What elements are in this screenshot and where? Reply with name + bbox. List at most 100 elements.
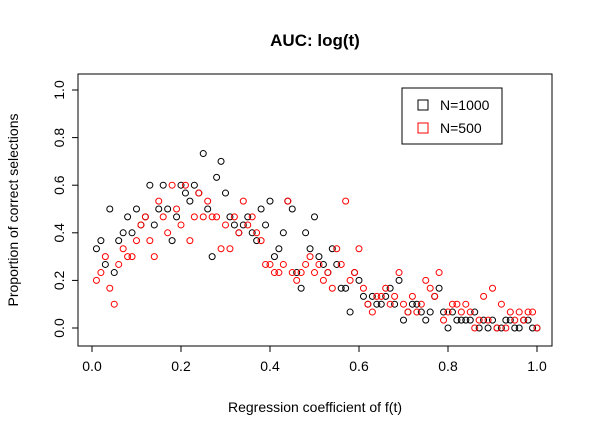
data-point — [427, 285, 433, 291]
data-point — [530, 309, 536, 315]
data-point — [401, 301, 407, 307]
data-point — [231, 214, 237, 220]
data-point — [107, 285, 113, 291]
data-point — [298, 285, 304, 291]
data-point — [467, 309, 473, 315]
data-point — [276, 246, 282, 252]
data-point — [396, 277, 402, 283]
data-point — [365, 301, 371, 307]
data-point — [134, 206, 140, 212]
data-point — [116, 238, 122, 244]
data-point — [312, 214, 318, 220]
data-point — [169, 182, 175, 188]
data-point — [396, 270, 402, 276]
data-point — [107, 206, 113, 212]
data-point — [472, 325, 478, 331]
data-point — [227, 246, 233, 252]
data-point — [369, 309, 375, 315]
data-point — [205, 206, 211, 212]
data-point — [271, 254, 277, 260]
y-tick-label: 0.0 — [51, 318, 67, 338]
y-tick-label: 0.8 — [51, 128, 67, 148]
data-points — [93, 151, 540, 331]
data-point — [142, 214, 148, 220]
y-tick-label: 1.0 — [51, 80, 67, 100]
data-point — [378, 293, 384, 299]
data-point — [267, 261, 273, 267]
data-point — [387, 301, 393, 307]
data-point — [93, 277, 99, 283]
x-tick-label: 0.8 — [438, 358, 458, 374]
data-point — [151, 254, 157, 260]
data-point — [218, 246, 224, 252]
data-point — [312, 270, 318, 276]
data-point — [347, 277, 353, 283]
data-point — [476, 317, 482, 323]
data-point — [236, 230, 242, 236]
data-point — [289, 206, 295, 212]
data-point — [138, 222, 144, 228]
data-point — [289, 270, 295, 276]
data-point — [414, 309, 420, 315]
data-point — [111, 301, 117, 307]
data-point — [102, 254, 108, 260]
data-point — [463, 301, 469, 307]
data-point — [445, 325, 451, 331]
y-tick-label: 0.2 — [51, 270, 67, 290]
data-point — [325, 270, 331, 276]
series-2-points — [93, 182, 540, 331]
data-point — [494, 325, 500, 331]
data-point — [338, 261, 344, 267]
data-point — [147, 238, 153, 244]
data-point — [467, 317, 473, 323]
data-point — [356, 246, 362, 252]
data-point — [303, 230, 309, 236]
data-point — [209, 254, 215, 260]
data-point — [360, 293, 366, 299]
data-point — [151, 222, 157, 228]
data-point — [156, 198, 162, 204]
data-point — [316, 261, 322, 267]
x-tick-label: 0.0 — [82, 358, 102, 374]
data-point — [423, 317, 429, 323]
data-point — [191, 182, 197, 188]
data-point — [441, 317, 447, 323]
data-point — [534, 325, 540, 331]
data-point — [196, 190, 202, 196]
y-tick-label: 0.4 — [51, 223, 67, 243]
data-point — [125, 214, 131, 220]
data-point — [378, 301, 384, 307]
data-point — [401, 317, 407, 323]
x-tick-label: 0.2 — [171, 358, 191, 374]
data-point — [249, 214, 255, 220]
data-point — [285, 198, 291, 204]
data-point — [503, 325, 509, 331]
data-point — [423, 277, 429, 283]
data-point — [258, 238, 264, 244]
data-point — [174, 214, 180, 220]
data-point — [156, 206, 162, 212]
data-point — [485, 325, 491, 331]
x-tick-label: 1.0 — [527, 358, 547, 374]
data-point — [320, 277, 326, 283]
data-point — [98, 238, 104, 244]
legend-label: N=500 — [440, 120, 482, 136]
data-point — [102, 261, 108, 267]
data-point — [334, 246, 340, 252]
data-point — [294, 277, 300, 283]
data-point — [129, 230, 135, 236]
x-tick-label: 0.4 — [260, 358, 280, 374]
data-point — [521, 317, 527, 323]
series-1-points — [93, 151, 540, 331]
data-point — [276, 270, 282, 276]
data-point — [263, 222, 269, 228]
data-point — [298, 270, 304, 276]
data-point — [360, 285, 366, 291]
data-point — [445, 309, 451, 315]
data-point — [343, 198, 349, 204]
data-point — [160, 214, 166, 220]
data-point — [214, 214, 220, 220]
data-point — [245, 222, 251, 228]
data-point — [254, 230, 260, 236]
